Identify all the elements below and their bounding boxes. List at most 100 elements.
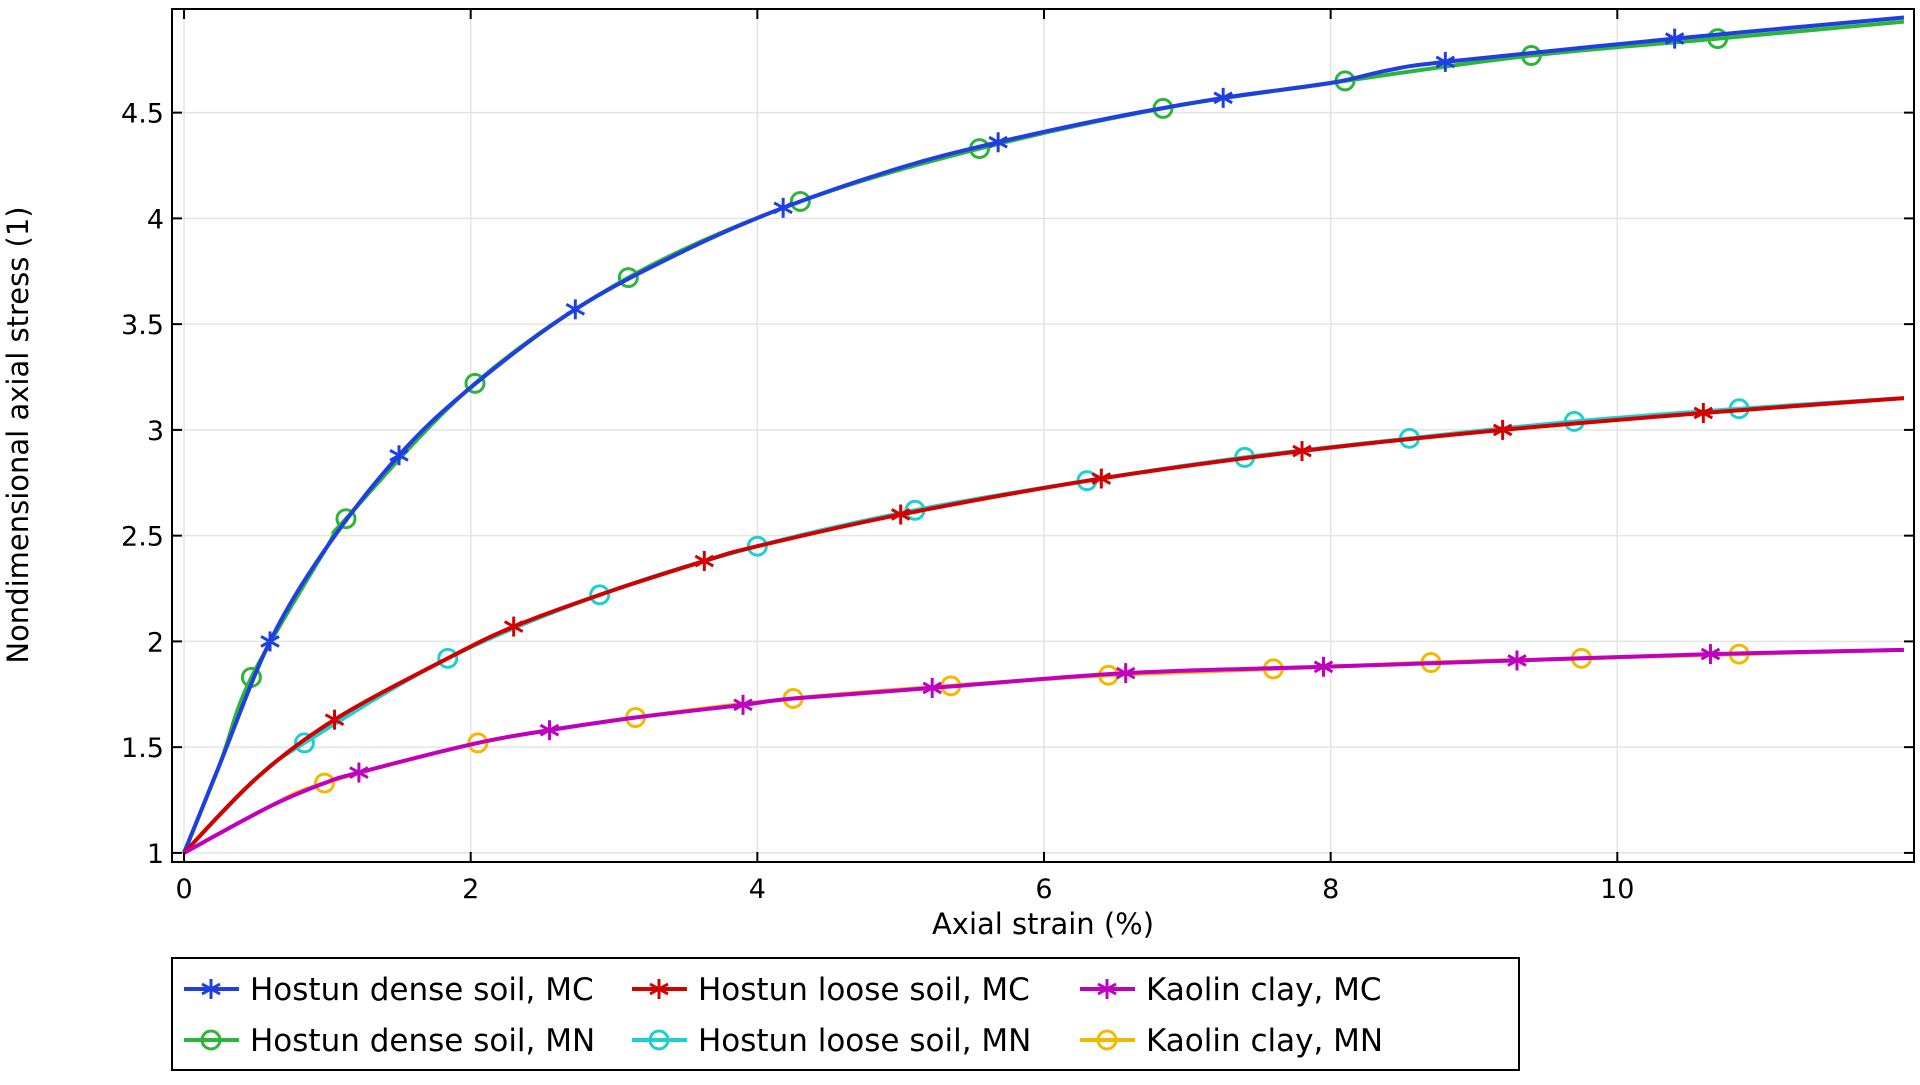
data-point-marker	[1707, 28, 1729, 50]
legend-label: Hostun loose soil, MC	[698, 972, 1030, 1008]
y-tick-label: 1.5	[121, 733, 164, 764]
asterisk-stroke	[1313, 660, 1334, 674]
data-point-marker	[773, 197, 793, 218]
data-point-marker	[437, 647, 459, 669]
y-tick-label: 2	[147, 627, 164, 658]
data-point-marker	[503, 616, 524, 637]
x-tick-label: 2	[462, 874, 479, 905]
data-point-marker	[464, 372, 486, 394]
asterisk-stroke	[1693, 406, 1714, 420]
data-point-marker	[1213, 87, 1233, 108]
asterisk-stroke	[988, 135, 1008, 149]
legend: Hostun dense soil, MC Hostun loose soil, …	[171, 957, 1520, 1071]
data-point-marker	[589, 584, 611, 606]
legend-item: Hostun loose soil, MN	[632, 1023, 1031, 1059]
series-line	[182, 15, 1905, 854]
data-point-marker	[324, 709, 345, 730]
grid	[172, 9, 1914, 862]
asterisk-stroke	[349, 766, 369, 779]
data-point-marker	[314, 772, 336, 794]
data-point-marker	[260, 631, 280, 652]
data-point-marker	[335, 508, 357, 530]
data-point-marker	[988, 132, 1008, 153]
data-point-marker	[1292, 441, 1312, 462]
y-tick-label: 3.5	[121, 310, 164, 341]
legend-box	[171, 957, 1520, 1071]
data-point-marker	[617, 267, 639, 289]
x-tick-label: 4	[749, 874, 766, 905]
legend-marker-icon	[649, 979, 669, 999]
asterisk-stroke	[890, 508, 911, 521]
y-tick-label: 4.5	[121, 99, 164, 130]
legend-item: Hostun dense soil, MN	[184, 1023, 595, 1059]
legend-label: Kaolin clay, MN	[1146, 1023, 1383, 1059]
legend-label: Hostun dense soil, MN	[250, 1023, 595, 1059]
series-kaolin-clay-mc	[183, 644, 1905, 855]
asterisk-stroke	[649, 982, 669, 996]
asterisk-stroke	[503, 620, 524, 633]
ticks: 0 2 4 6 8 10 1 1.5 2 2.5 3 3.5 4 4.5	[121, 9, 1914, 905]
data-point-marker	[746, 535, 768, 557]
y-tick-label: 2.5	[121, 522, 164, 553]
legend-marker-icon	[648, 1029, 670, 1051]
legend-marker-icon	[200, 1029, 222, 1051]
asterisk-stroke	[1492, 423, 1513, 437]
data-point-marker	[1700, 644, 1721, 665]
data-point-marker	[293, 732, 315, 754]
series-layer	[182, 15, 1905, 855]
legend-label: Kaolin clay, MC	[1146, 972, 1382, 1008]
data-point-marker	[565, 299, 586, 320]
asterisk-stroke	[201, 982, 221, 996]
x-tick-label: 6	[1035, 874, 1052, 905]
data-point-marker	[539, 720, 560, 741]
asterisk-stroke	[1700, 647, 1721, 661]
asterisk-stroke	[773, 201, 793, 215]
legend-label: Hostun dense soil, MC	[250, 972, 594, 1008]
data-point-marker	[733, 694, 753, 715]
x-tick-label: 10	[1600, 874, 1634, 905]
x-axis-label: Axial strain (%)	[932, 907, 1154, 941]
asterisk-stroke	[733, 698, 753, 712]
legend-marker-icon	[1097, 979, 1117, 999]
legend-item: Hostun dense soil, MC	[184, 972, 594, 1008]
y-tick-label: 3	[147, 416, 164, 447]
asterisk-stroke	[389, 448, 409, 462]
data-point-marker	[1507, 650, 1527, 671]
data-point-marker	[1492, 419, 1513, 440]
x-tick-label: 8	[1322, 874, 1339, 905]
y-tick-label: 1	[147, 839, 164, 870]
plot-frame	[171, 8, 1915, 863]
asterisk-stroke	[1435, 55, 1456, 69]
data-point-marker	[389, 445, 409, 466]
asterisk-stroke	[324, 713, 345, 726]
data-point-marker	[1435, 51, 1456, 72]
data-point-marker	[694, 551, 715, 572]
y-tick-label: 4	[147, 204, 164, 235]
asterisk-stroke	[1115, 666, 1136, 680]
legend-marker-icon	[1096, 1029, 1118, 1051]
data-point-marker	[1664, 28, 1685, 49]
data-point-marker	[789, 190, 811, 212]
asterisk-stroke	[565, 303, 586, 316]
asterisk-stroke	[1664, 32, 1685, 45]
legend-label: Hostun loose soil, MN	[698, 1023, 1031, 1059]
asterisk-stroke	[694, 554, 715, 568]
data-point-marker	[922, 677, 942, 698]
data-point-marker	[1091, 468, 1112, 489]
asterisk-stroke	[1091, 472, 1112, 485]
data-point-marker	[1693, 402, 1714, 423]
asterisk-stroke	[922, 681, 942, 695]
asterisk-stroke	[260, 635, 280, 648]
data-point-marker	[890, 504, 911, 525]
data-point-marker	[1313, 656, 1334, 677]
asterisk-stroke	[1507, 654, 1527, 667]
series-line	[182, 396, 1905, 855]
legend-marker-icon	[201, 979, 221, 999]
series-hostun-loose-soil-mc	[182, 396, 1905, 855]
asterisk-stroke	[539, 723, 560, 737]
legend-item: Hostun loose soil, MC	[632, 972, 1030, 1008]
legend-item: Kaolin clay, MC	[1080, 972, 1382, 1008]
asterisk-stroke	[1097, 982, 1117, 996]
series-hostun-dense-soil-mc	[182, 15, 1905, 854]
